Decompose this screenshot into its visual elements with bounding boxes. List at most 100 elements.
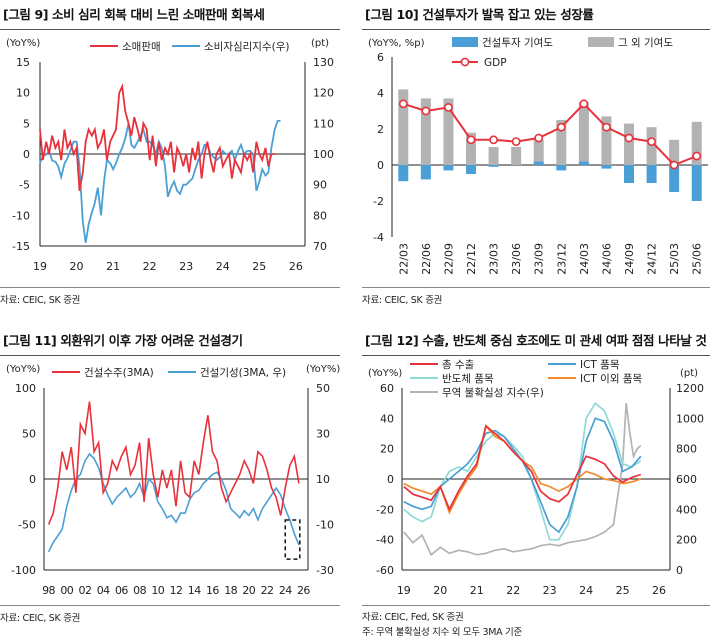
- chart-title: [그림 12] 수출, 반도체 중심 호조에도 미 관세 여파 점점 나타날 것: [365, 333, 707, 348]
- y-tick-label: 0: [377, 159, 384, 172]
- x-tick-label: 06: [115, 584, 128, 597]
- gdp-point: [579, 99, 589, 109]
- y-tick-label-right: 80: [313, 209, 327, 222]
- x-tick-label: 23/03: [488, 243, 501, 275]
- y-tick-label-left: -100: [11, 564, 36, 577]
- bar-other-contribution: [420, 98, 431, 165]
- y-tick-label-right: 120: [313, 87, 334, 100]
- chart-title: [그림 10] 건설투자가 발목 잡고 있는 성장률: [365, 7, 594, 22]
- series-line-construction-orders: [47, 401, 300, 525]
- bar-other-contribution: [669, 139, 680, 165]
- series-line-retail-sales: [39, 83, 275, 191]
- x-tick-label: 14: [188, 584, 201, 597]
- gdp-point: [556, 122, 566, 132]
- x-tick-label: 22/12: [465, 243, 478, 275]
- x-tick-label: 22: [506, 584, 520, 597]
- y-tick-label-left: 0: [387, 473, 394, 486]
- chart-10-svg: (YoY%, %p) 6 4 2 0 -2 -4 22/03 22/06 22/09 22/12 23…: [368, 37, 708, 275]
- bar-construction-contribution: [443, 165, 454, 171]
- x-tick-label: 20: [242, 584, 255, 597]
- legend-label-non-ict: ICT 이외 품목: [580, 373, 642, 385]
- series-line-construction-output: [47, 452, 300, 553]
- bar-other-contribution: [556, 120, 567, 165]
- source-rule: [0, 287, 340, 288]
- bar-other-contribution: [691, 121, 702, 165]
- footnote: 주: 무역 불확실성 지수 외 모두 3MA 기준: [362, 627, 522, 638]
- bar-other-contribution: [646, 127, 657, 165]
- y-axis-right-unit: (YoY%): [306, 364, 340, 375]
- y-tick-label-left: 40: [380, 412, 394, 425]
- source-rule: [0, 605, 340, 606]
- x-tick-label: 23/06: [510, 243, 523, 275]
- gdp-point: [511, 137, 521, 146]
- y-tick-label-left: -10: [12, 209, 30, 222]
- gdp-point: [421, 106, 431, 116]
- x-tick-label: 24: [279, 584, 292, 597]
- x-tick-label: 25: [252, 260, 266, 273]
- title-rule: [362, 29, 710, 30]
- source-note: 자료: CEIC, SK 증권: [362, 295, 443, 306]
- chart-12-svg: (YoY%) (pt)6040200-20-40-6012001000800600…: [368, 359, 704, 597]
- legend-label-construction-output: 건설기성(3MA, 우): [200, 367, 286, 379]
- legend-label-total-exports: 총 수출: [442, 359, 475, 371]
- x-tick-label: 24/12: [646, 243, 659, 275]
- y-tick-label-right: 600: [676, 473, 697, 486]
- x-tick-label: 21: [470, 584, 484, 597]
- title-rule: [0, 355, 340, 356]
- y-tick-label-right: 1200: [676, 382, 704, 395]
- x-tick-label: 22/09: [442, 243, 455, 275]
- series-line-trade-uncertainty: [403, 403, 642, 557]
- y-axis-right-unit: (pt): [680, 368, 698, 379]
- chart-panel-12: [그림 12] 수출, 반도체 중심 호조에도 미 관세 여파 점점 나타날 것…: [362, 328, 712, 643]
- bar-construction-contribution: [669, 165, 680, 192]
- y-tick-label-right: 200: [676, 534, 697, 547]
- y-tick-label-left: -5: [19, 179, 30, 192]
- gdp-point: [692, 151, 702, 161]
- bar-construction-contribution: [398, 165, 409, 182]
- chart-title: [그림 11] 외환위기 이후 가장 어려운 건설경기: [3, 333, 243, 348]
- x-tick-label: 08: [133, 584, 146, 597]
- chart-title: [그림 9] 소비 심리 회복 대비 느린 소매판매 회복세: [3, 7, 265, 22]
- bar-construction-contribution: [420, 165, 431, 180]
- legend-swatch-other: [588, 37, 614, 47]
- bar-construction-contribution: [578, 161, 589, 165]
- source-note: 자료: CEIC, Fed, SK 증권: [362, 612, 464, 623]
- x-tick-label: 22: [261, 584, 274, 597]
- series-line-ict: [403, 417, 642, 534]
- x-tick-label: 19: [33, 260, 47, 273]
- x-tick-label: 12: [170, 584, 183, 597]
- x-tick-label: 19: [397, 584, 411, 597]
- y-axis-right-unit: (pt): [311, 38, 329, 49]
- x-tick-label: 21: [106, 260, 120, 273]
- x-tick-label: 24/06: [600, 243, 613, 275]
- y-tick-label-right: 800: [676, 443, 697, 456]
- x-tick-label: 22/03: [397, 243, 410, 275]
- chart-panel-10: [그림 10] 건설투자가 발목 잡고 있는 성장률 (YoY%, %p) 6 4 2…: [362, 0, 712, 320]
- gdp-point: [398, 99, 408, 109]
- y-tick-label-left: -40: [376, 534, 394, 547]
- bar-construction-contribution: [601, 165, 612, 169]
- chart-11-svg: (YoY%) (YoY%) 100 50 0 -50 -100 50 30 10 -10 -30 98 0…: [6, 364, 340, 597]
- gdp-point: [466, 135, 476, 145]
- bar-construction-contribution: [533, 161, 544, 165]
- y-axis-left-unit: (YoY%): [6, 38, 40, 49]
- gdp-point: [444, 103, 453, 112]
- legend-label-construction-orders: 건설수주(3MA): [84, 367, 154, 379]
- title-rule: [0, 29, 340, 30]
- y-tick-label-right: -10: [316, 519, 334, 532]
- x-tick-label: 18: [224, 584, 237, 597]
- legend-label-trade-uncertainty: 무역 불확실성 지수(우): [442, 386, 544, 399]
- x-tick-label: 24: [579, 584, 593, 597]
- x-tick-label: 04: [97, 584, 110, 597]
- chart-panel-11: [그림 11] 외환위기 이후 가장 어려운 건설경기 (YoY%) (YoY%)…: [0, 328, 346, 643]
- y-tick-label-left: 10: [16, 87, 30, 100]
- x-tick-label: 25/03: [668, 243, 681, 275]
- bar-construction-contribution: [488, 165, 499, 167]
- bar-construction-contribution: [646, 165, 657, 183]
- x-tick-label: 22/06: [420, 243, 433, 275]
- x-tick-label: 00: [60, 584, 73, 597]
- title-rule: [362, 355, 710, 356]
- legend-label-retail-sales: 소매판매: [122, 41, 161, 53]
- legend-marker-gdp: [460, 57, 470, 67]
- y-tick-label-left: 20: [380, 443, 394, 456]
